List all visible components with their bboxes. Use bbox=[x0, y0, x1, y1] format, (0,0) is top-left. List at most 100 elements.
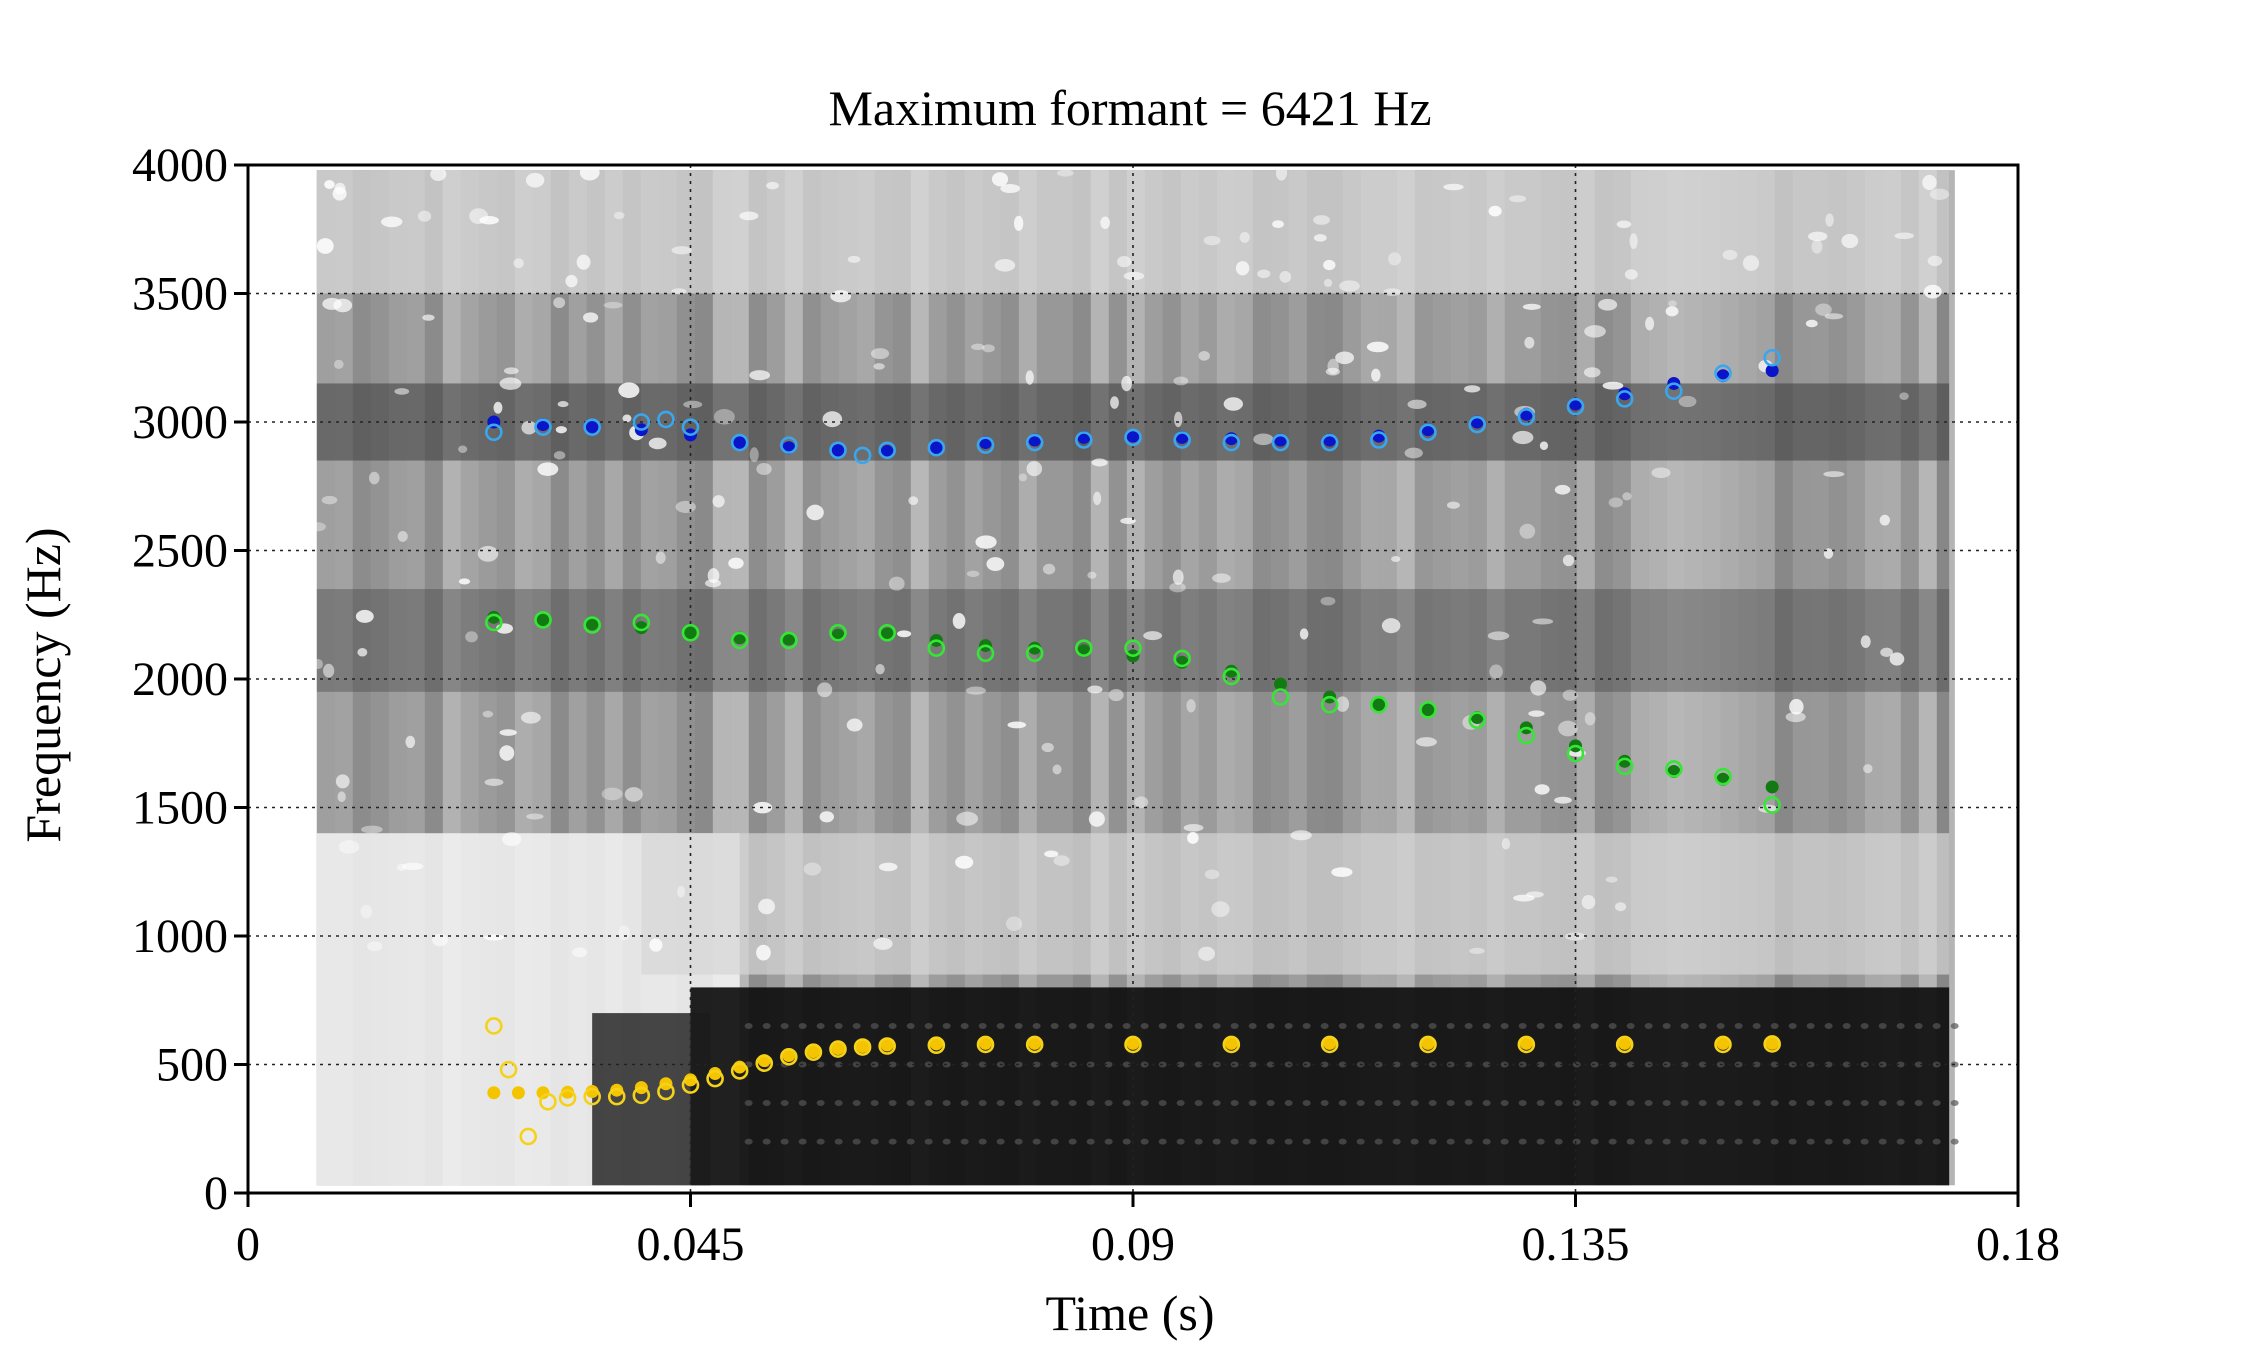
spectrogram-speckle bbox=[803, 862, 822, 876]
spectrogram-speckle bbox=[1005, 916, 1023, 931]
data-point bbox=[1271, 688, 1290, 706]
data-point bbox=[1372, 698, 1386, 712]
spectrogram-harmonic bbox=[1788, 1138, 1797, 1145]
data-point bbox=[1222, 433, 1241, 452]
spectrogram-speckle bbox=[1416, 737, 1437, 747]
spectrogram-speckle bbox=[1313, 215, 1330, 225]
spectrogram-harmonic bbox=[1716, 1022, 1725, 1029]
data-point bbox=[585, 617, 599, 631]
data-point bbox=[1320, 1035, 1339, 1054]
spectrogram-harmonic bbox=[1500, 1100, 1509, 1107]
spectrogram-harmonic bbox=[834, 1100, 843, 1107]
spectrogram-harmonic bbox=[1752, 1100, 1761, 1107]
spectrogram-speckle bbox=[1381, 618, 1401, 634]
spectrogram-speckle bbox=[1007, 721, 1027, 729]
spectrogram-speckle bbox=[565, 274, 578, 288]
spectrogram-speckle bbox=[1651, 467, 1671, 479]
data-point bbox=[681, 623, 700, 642]
spectrogram-harmonic bbox=[1392, 1100, 1401, 1107]
spectrogram-harmonic bbox=[834, 1022, 843, 1029]
spectrogram-harmonic bbox=[1140, 1138, 1149, 1145]
spectrogram-harmonic bbox=[1050, 1138, 1059, 1145]
spectrogram-speckle bbox=[1257, 269, 1271, 279]
data-point bbox=[1370, 431, 1388, 449]
data-point bbox=[1765, 780, 1779, 794]
data-point bbox=[880, 1038, 894, 1052]
data-point bbox=[927, 639, 946, 657]
spectrogram-harmonic bbox=[1860, 1100, 1869, 1107]
spectrogram-speckle bbox=[830, 290, 852, 303]
spectrogram-speckle bbox=[846, 718, 863, 732]
spectrogram-harmonic bbox=[798, 1022, 807, 1029]
spectrogram-speckle bbox=[1808, 231, 1828, 242]
spectrogram-harmonic bbox=[1194, 1022, 1203, 1029]
spectrogram-speckle bbox=[1123, 271, 1145, 281]
data-point bbox=[1124, 639, 1142, 657]
spectrogram-speckle bbox=[1388, 252, 1401, 266]
spectrogram-speckle bbox=[1785, 711, 1806, 723]
spectrogram-speckle bbox=[458, 578, 471, 585]
spectrogram-speckle bbox=[1929, 188, 1950, 200]
spectrogram-harmonic bbox=[1338, 1138, 1347, 1145]
spectrogram-speckle bbox=[1018, 473, 1027, 482]
spectrogram-harmonic bbox=[1356, 1138, 1365, 1145]
spectrogram-harmonic bbox=[1554, 1061, 1563, 1068]
spectrogram-speckle bbox=[888, 576, 905, 591]
spectrogram-harmonic bbox=[762, 1138, 771, 1145]
spectrogram-harmonic bbox=[1428, 1100, 1437, 1107]
spectrogram-speckle bbox=[321, 495, 338, 505]
spectrogram-harmonic bbox=[1410, 1061, 1419, 1068]
spectrogram-harmonic bbox=[1428, 1138, 1437, 1145]
spectrogram-speckle bbox=[1053, 855, 1070, 866]
spectrogram-speckle bbox=[749, 370, 770, 381]
spectrogram-speckle bbox=[1811, 239, 1823, 254]
spectrogram-harmonic bbox=[1914, 1061, 1923, 1068]
data-point bbox=[536, 613, 550, 627]
spectrogram-speckle bbox=[994, 259, 1016, 272]
spectrogram-speckle bbox=[1110, 396, 1119, 409]
spectrogram-speckle bbox=[322, 297, 342, 310]
data-point bbox=[929, 441, 943, 455]
spectrogram-speckle bbox=[1622, 492, 1632, 501]
spectrogram-harmonic bbox=[1680, 1061, 1689, 1068]
spectrogram-speckle bbox=[1183, 823, 1204, 832]
data-point bbox=[730, 631, 749, 650]
spectrogram-speckle bbox=[1522, 303, 1541, 310]
spectrogram-speckle bbox=[555, 426, 567, 434]
spectrogram-speckle bbox=[624, 787, 643, 802]
data-point bbox=[780, 1047, 798, 1066]
spectrogram-harmonic bbox=[1194, 1138, 1203, 1145]
spectrogram-speckle bbox=[422, 314, 435, 321]
data-point bbox=[1615, 390, 1634, 408]
spectrogram-harmonic bbox=[1446, 1022, 1455, 1029]
data-point bbox=[539, 1092, 557, 1111]
data-point bbox=[534, 611, 552, 629]
y-tick-label: 3000 bbox=[132, 396, 228, 449]
data-point bbox=[1323, 1036, 1337, 1050]
spectrogram-harmonic bbox=[1338, 1061, 1347, 1068]
spectrogram-harmonic bbox=[780, 1022, 789, 1029]
spectrogram-harmonic bbox=[1086, 1138, 1095, 1145]
spectrogram-speckle bbox=[1489, 664, 1503, 679]
spectrogram-harmonic bbox=[942, 1022, 951, 1029]
y-tick-label: 0 bbox=[204, 1167, 228, 1220]
spectrogram-harmonic bbox=[816, 1100, 825, 1107]
spectrogram-speckle bbox=[817, 682, 833, 698]
spectrogram-harmonic bbox=[1932, 1138, 1941, 1145]
spectrogram-harmonic bbox=[798, 1100, 807, 1107]
spectrogram-speckle bbox=[1186, 699, 1196, 713]
spectrogram-harmonic bbox=[1464, 1022, 1473, 1029]
spectrogram-harmonic bbox=[1320, 1138, 1329, 1145]
spectrogram-harmonic bbox=[1266, 1100, 1275, 1107]
data-point bbox=[733, 436, 747, 450]
spectrogram-harmonic bbox=[1536, 1022, 1545, 1029]
spectrogram-speckle bbox=[1562, 689, 1578, 701]
data-point bbox=[1419, 423, 1437, 442]
spectrogram-speckle bbox=[1173, 376, 1189, 386]
spectrogram-harmonic bbox=[1302, 1100, 1311, 1107]
spectrogram-speckle bbox=[1565, 932, 1586, 941]
spectrogram-speckle bbox=[1554, 796, 1572, 804]
y-tick-label: 500 bbox=[156, 1039, 228, 1092]
